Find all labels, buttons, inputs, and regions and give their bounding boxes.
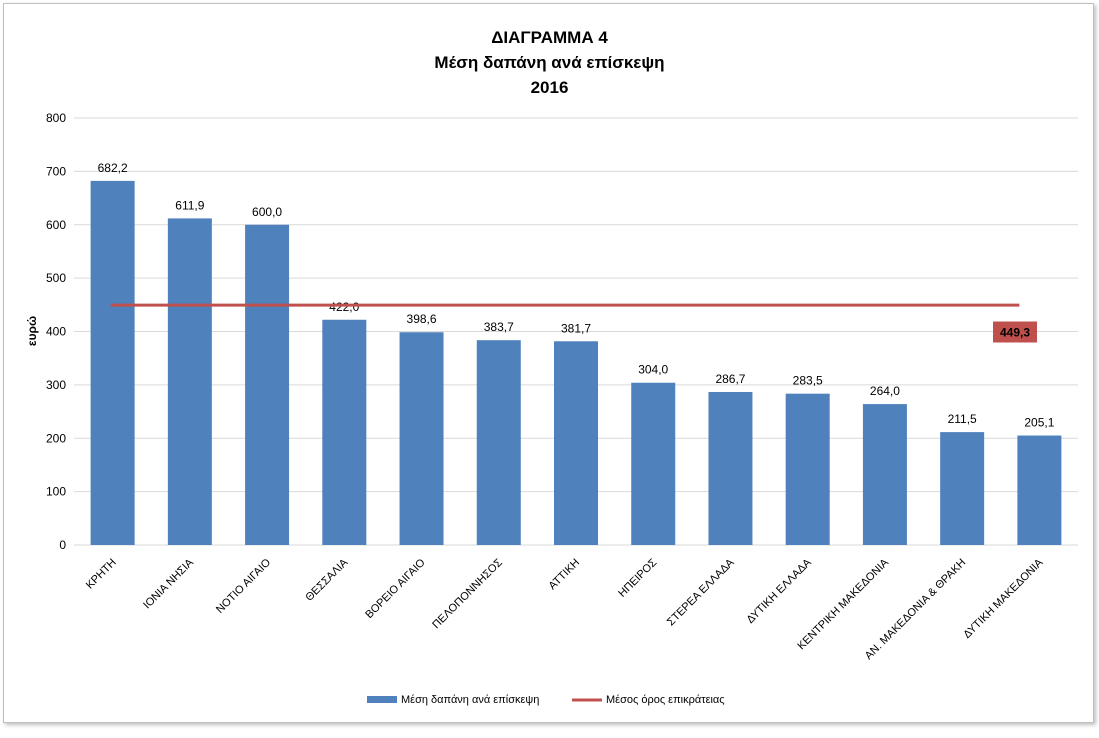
bar-value-label: 264,0 bbox=[870, 384, 900, 398]
bar bbox=[940, 432, 985, 545]
category-label: ΑΤΤΙΚΗ bbox=[547, 557, 583, 593]
legend-label-average: Μέσος όρος επικράτειας bbox=[606, 694, 725, 706]
average-value-label: 449,3 bbox=[1000, 326, 1030, 340]
bar bbox=[322, 319, 367, 545]
y-tick-label: 0 bbox=[59, 538, 66, 552]
bar bbox=[708, 391, 753, 545]
bar bbox=[90, 180, 135, 546]
category-labels: ΚΡΗΤΗ ΙΟΝΙΑ ΝΗΣΙΑ ΝΟΤΙΟ ΑΙΓΑΙΟ ΘΕΣΣΑΛΙΑ ΒΟΡΕ… bbox=[84, 556, 1046, 662]
data-labels: 682,2 611,9 600,0 422,0 398,6 383,7 381,7 304,0… bbox=[98, 161, 1055, 430]
category-label: ΗΠΕΙΡΟΣ bbox=[616, 557, 659, 600]
legend-swatch-bars bbox=[367, 696, 397, 703]
category-label: ΣΤΕΡΕΑ ΕΛΛΑΔΑ bbox=[665, 556, 737, 628]
chart-title-line-3: 2016 bbox=[530, 78, 569, 97]
category-label: ΚΕΝΤΡΙΚΗ ΜΑΚΕΔΟΝΙΑ bbox=[795, 556, 891, 652]
category-label: ΒΟΡΕΙΟ ΑΙΓΑΙΟ bbox=[363, 556, 428, 621]
y-axis-ticks: 0 100 200 300 400 500 600 700 800 bbox=[46, 111, 66, 552]
bar-value-label: 304,0 bbox=[638, 363, 668, 377]
bar-value-label: 611,9 bbox=[175, 198, 204, 212]
bar-value-label: 211,5 bbox=[948, 412, 977, 426]
bar-value-label: 682,2 bbox=[98, 161, 128, 175]
bar-value-label: 283,5 bbox=[793, 374, 823, 388]
bar bbox=[862, 404, 907, 545]
average-line-group: 449,3 bbox=[110, 303, 1037, 343]
bar-value-label: 205,1 bbox=[1024, 416, 1054, 430]
category-label: ΔΥΤΙΚΗ ΜΑΚΕΔΟΝΙΑ bbox=[961, 556, 1046, 641]
bar bbox=[554, 341, 598, 545]
y-tick-label: 700 bbox=[46, 164, 66, 178]
category-label: ΔΥΤΙΚΗ ΕΛΛΑΔΑ bbox=[744, 556, 814, 626]
category-label: ΚΡΗΤΗ bbox=[84, 557, 119, 592]
bar bbox=[167, 218, 212, 545]
bar-value-label: 422,0 bbox=[329, 300, 359, 314]
y-tick-label: 200 bbox=[46, 431, 66, 445]
bar bbox=[631, 382, 676, 545]
bar-value-label: 600,0 bbox=[252, 205, 282, 219]
chart-title-line-1: ΔΙΑΓΡΑΜΜΑ 4 bbox=[491, 28, 608, 47]
bar-value-label: 383,7 bbox=[484, 320, 514, 334]
y-tick-label: 300 bbox=[46, 378, 66, 392]
average-value-box bbox=[993, 321, 1037, 343]
bar bbox=[399, 332, 444, 545]
bar-value-label: 286,7 bbox=[715, 372, 745, 386]
y-tick-label: 100 bbox=[46, 485, 66, 499]
category-label: ΝΟΤΙΟ ΑΙΓΑΙΟ bbox=[214, 556, 273, 615]
category-label: ΙΟΝΙΑ ΝΗΣΙΑ bbox=[141, 556, 196, 611]
y-tick-label: 500 bbox=[46, 271, 66, 285]
chart-title-line-2: Μέση δαπάνη ανά επίσκεψη bbox=[434, 53, 665, 72]
bar bbox=[476, 340, 521, 545]
bar bbox=[245, 224, 290, 545]
y-axis-title: ευρώ bbox=[25, 316, 39, 346]
bars bbox=[90, 180, 1062, 546]
bar-value-label: 381,7 bbox=[561, 321, 591, 335]
bar bbox=[1017, 435, 1062, 545]
bar bbox=[785, 393, 830, 545]
category-label: ΠΕΛΟΠΟΝΝΗΣΟΣ bbox=[430, 557, 505, 632]
bar-value-label: 398,6 bbox=[407, 312, 437, 326]
category-label: ΘΕΣΣΑΛΙΑ bbox=[303, 556, 351, 604]
legend: Μέση δαπάνη ανά επίσκεψη Μέσος όρος επικρ… bbox=[367, 694, 725, 706]
y-tick-label: 800 bbox=[46, 111, 66, 125]
y-tick-label: 400 bbox=[46, 325, 66, 339]
legend-label-bars: Μέση δαπάνη ανά επίσκεψη bbox=[401, 694, 539, 706]
y-tick-label: 600 bbox=[46, 218, 66, 232]
